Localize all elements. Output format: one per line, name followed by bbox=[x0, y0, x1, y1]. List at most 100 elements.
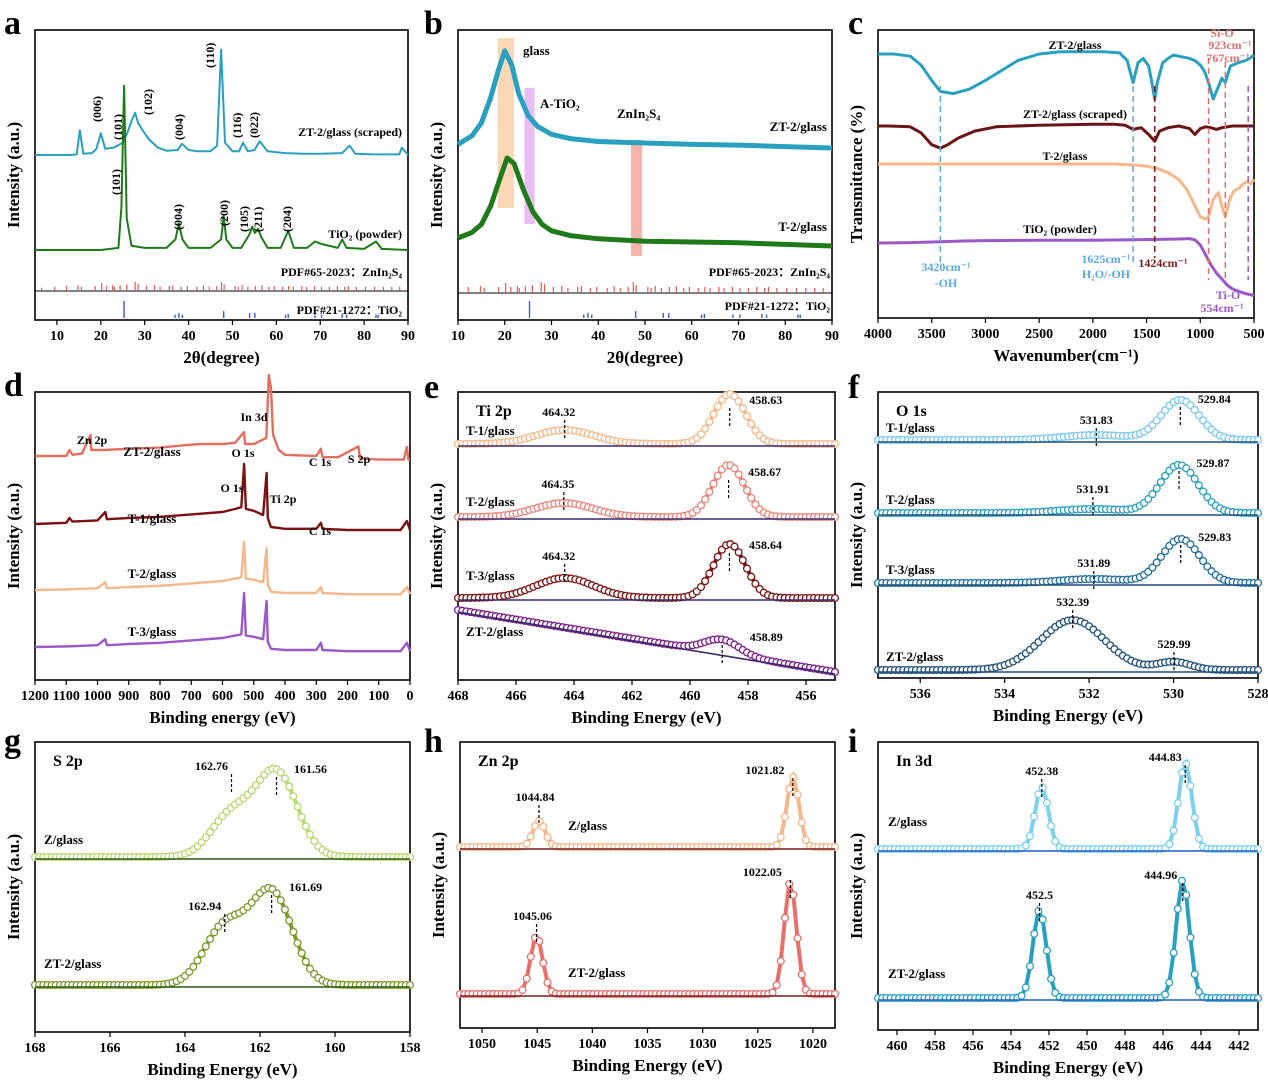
data-point bbox=[210, 822, 219, 831]
data-point bbox=[747, 419, 756, 428]
x-tick-label: 164 bbox=[175, 1041, 196, 1056]
y-axis-label: Intensity (a.u.) bbox=[4, 483, 23, 589]
data-point bbox=[293, 802, 302, 811]
x-tick-label: 10 bbox=[50, 329, 64, 344]
x-tick-label: 1050 bbox=[468, 1037, 496, 1052]
x-tick-label: 1500 bbox=[1133, 327, 1161, 342]
peak-value-label: 532.39 bbox=[1056, 595, 1089, 609]
plot-frame bbox=[457, 391, 836, 681]
panel-title: Ti 2p bbox=[476, 403, 512, 420]
peak-value-label: 531.89 bbox=[1077, 556, 1110, 570]
plot-frame bbox=[34, 741, 411, 1033]
data-point bbox=[1194, 834, 1203, 843]
data-point bbox=[205, 934, 215, 944]
panel-g: g 168 166 164 162 160 158 Binding Energy (eV) In… bbox=[4, 723, 421, 1079]
data-point bbox=[1152, 558, 1161, 567]
x-tick-label: 20 bbox=[498, 329, 512, 344]
data-point bbox=[701, 424, 710, 433]
data-point bbox=[251, 781, 260, 790]
data-point bbox=[289, 927, 298, 936]
data-point bbox=[305, 964, 315, 973]
reference-label: PDF#21-1272：TiO₂ bbox=[725, 299, 831, 313]
data-point bbox=[801, 835, 810, 844]
x-tick-label: 800 bbox=[150, 689, 171, 704]
plot-frame bbox=[877, 741, 1259, 1031]
data-point bbox=[1025, 962, 1035, 971]
data-point bbox=[734, 470, 743, 479]
data-point bbox=[780, 913, 790, 922]
data-point bbox=[751, 426, 760, 435]
x-tick-label: 452 bbox=[1039, 1039, 1060, 1054]
panel-label: d bbox=[4, 367, 23, 404]
panel-c: c 4000 3500 3000 2500 2000 1500 1000 500 Wavenumb… bbox=[847, 5, 1265, 365]
data-point bbox=[1194, 551, 1203, 560]
curve-label: Z/glass bbox=[44, 832, 83, 847]
x-tick-label: 3000 bbox=[971, 327, 999, 342]
x-tick-label: 464 bbox=[564, 689, 585, 704]
curve-label: T-2/glass bbox=[128, 566, 177, 581]
data-point bbox=[276, 896, 285, 905]
band-annotation: 3420cm⁻¹ bbox=[921, 260, 971, 274]
x-axis-label: Binding energy (eV) bbox=[149, 708, 295, 727]
peak-label: (101) bbox=[111, 114, 125, 140]
data-point bbox=[1034, 790, 1043, 799]
x-tick-label: 1035 bbox=[634, 1037, 662, 1052]
data-point bbox=[255, 775, 265, 784]
band-annotation: 1424cm⁻¹ bbox=[1138, 256, 1188, 270]
data-point bbox=[1042, 946, 1051, 955]
x-tick-label: 460 bbox=[680, 689, 701, 704]
data-point bbox=[705, 569, 714, 578]
x-tick-label: 0 bbox=[407, 689, 414, 704]
data-point bbox=[1186, 781, 1195, 790]
data-point bbox=[518, 985, 527, 995]
curve-label: T-1/glass bbox=[466, 423, 515, 438]
data-point bbox=[272, 889, 281, 898]
peak-annotation: O 1s bbox=[231, 446, 254, 460]
peak-value-label: 529.87 bbox=[1197, 456, 1230, 470]
x-axis-label: Binding Energy (eV) bbox=[993, 1058, 1143, 1077]
y-axis-label: Intensity (a.u.) bbox=[847, 482, 866, 588]
data-point bbox=[1042, 798, 1051, 807]
panel-label: h bbox=[424, 723, 443, 760]
data-point bbox=[543, 833, 552, 842]
peak-label: (211) bbox=[251, 207, 265, 232]
panel-label: i bbox=[848, 723, 857, 760]
reference-label: PDF#65-2023：ZnIn₂S₄ bbox=[709, 265, 831, 279]
data-point bbox=[1190, 970, 1199, 979]
curve-label: T-2/glass bbox=[886, 492, 935, 507]
peak-value-label: 452.5 bbox=[1026, 888, 1053, 902]
x-tick-label: 442 bbox=[1229, 1039, 1250, 1054]
data-point bbox=[543, 978, 552, 987]
peak-value-label: 161.69 bbox=[289, 880, 322, 894]
curve-label: ZT-2/glass (scraped) bbox=[298, 125, 402, 139]
data-point bbox=[1161, 990, 1170, 999]
x-tick-label: 468 bbox=[448, 689, 469, 704]
band-annotation: Ti-O bbox=[1216, 288, 1240, 302]
peak-value-label: 458.89 bbox=[750, 630, 783, 644]
data-point bbox=[730, 542, 739, 551]
x-tick-label: 1045 bbox=[523, 1037, 551, 1052]
x-tick-label: 448 bbox=[1115, 1039, 1136, 1054]
x-tick-label: 1200 bbox=[21, 689, 49, 704]
band-annotation: 767cm⁻¹ bbox=[1206, 51, 1250, 65]
panel-label: b bbox=[424, 5, 443, 42]
series-line bbox=[34, 591, 412, 653]
peak-label: (022) bbox=[247, 112, 261, 138]
series-line bbox=[460, 883, 835, 996]
peak-label: (004) bbox=[172, 114, 186, 140]
panel-e: e 468 466 464 462 460 458 456 Binding Energy (eV… bbox=[424, 369, 840, 727]
data-point bbox=[701, 495, 710, 504]
data-point bbox=[297, 949, 306, 958]
panel-title: O 1s bbox=[896, 403, 927, 420]
data-point bbox=[772, 840, 781, 850]
peak-value-label: 162.94 bbox=[188, 899, 221, 913]
data-point bbox=[772, 981, 781, 990]
curve-label: T-2/glass bbox=[1043, 149, 1088, 163]
data-point bbox=[789, 890, 798, 899]
peak-value-label: 161.56 bbox=[294, 762, 327, 776]
data-point bbox=[1190, 813, 1199, 822]
data-point bbox=[730, 464, 739, 473]
curve-label: T-1/glass bbox=[886, 420, 935, 435]
series-line bbox=[34, 540, 412, 596]
x-tick-label: 162 bbox=[250, 1041, 271, 1056]
